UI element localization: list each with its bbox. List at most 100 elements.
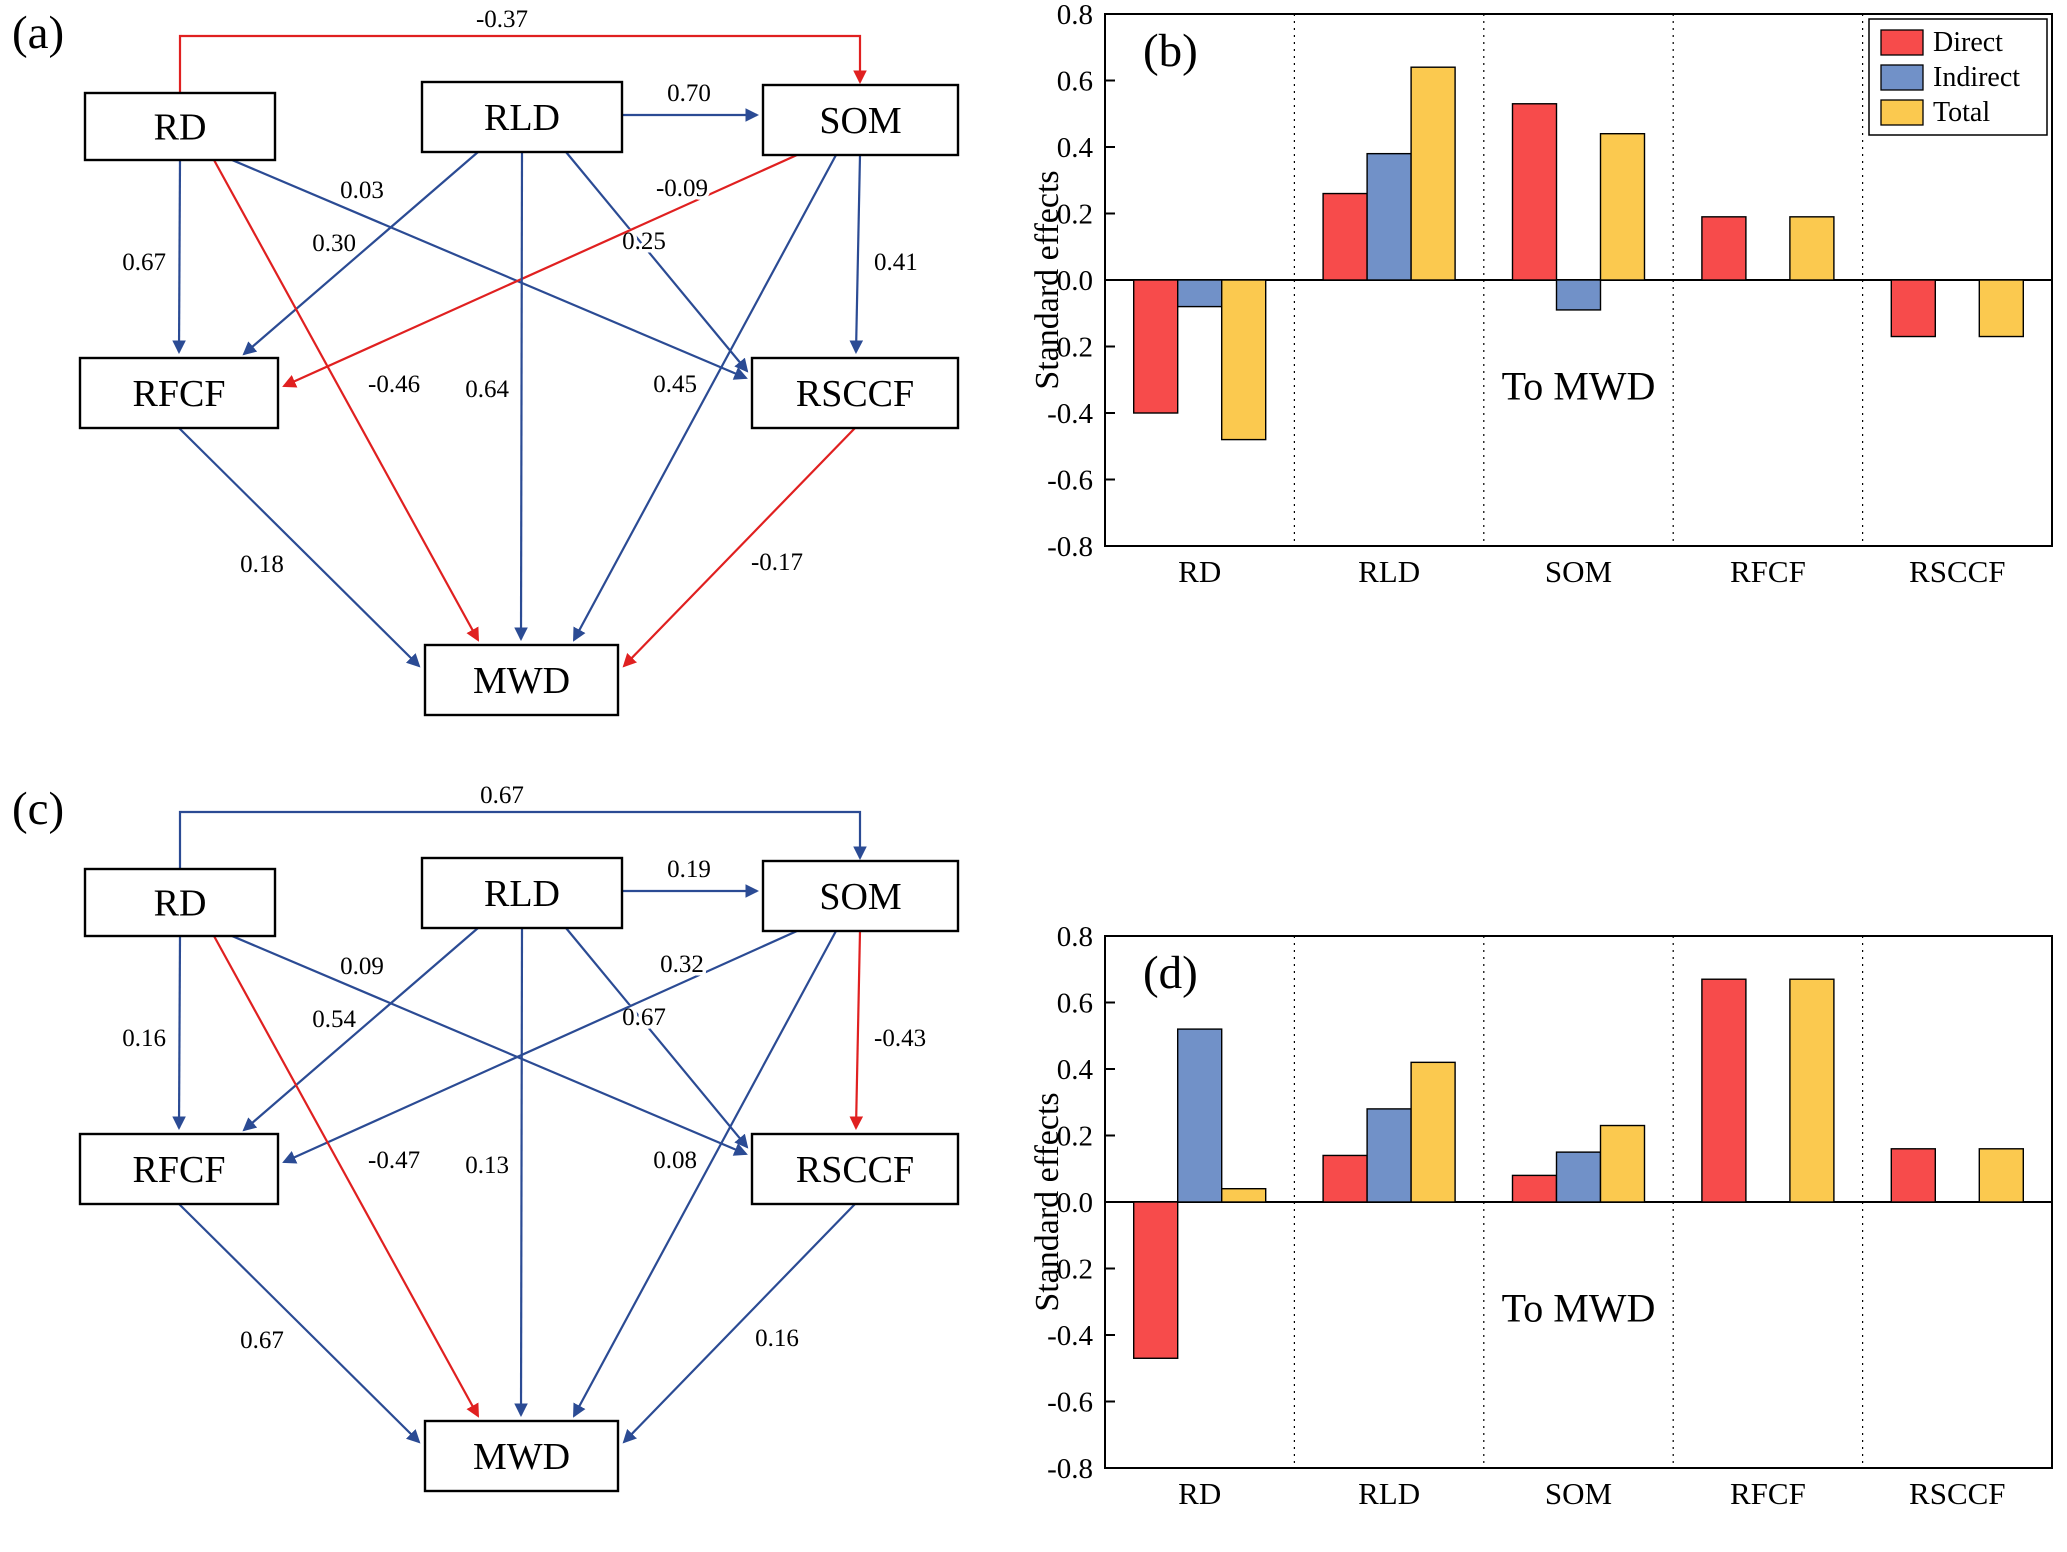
path-arrow-SOM-MWD (573, 930, 837, 1418)
path-arrow-SOM-RFCF (282, 153, 798, 388)
node-box-MWD (423, 1419, 620, 1493)
bar-total-RSCCF (1978, 279, 2024, 338)
coefficient-SOM-RFCF: 0.32 (660, 951, 704, 978)
bar-direct-RFCF (1701, 978, 1747, 1203)
bar-total-RD (1220, 279, 1267, 441)
path-arrow-RD-RSCCF (231, 934, 748, 1156)
path-arrow-RD-RFCF (172, 159, 186, 355)
node-box-RSCCF (750, 356, 960, 430)
coefficient-RSCCF-MWD: 0.16 (755, 1325, 799, 1352)
bar-indirect-RLD (1366, 1108, 1412, 1203)
node-label-RD: RD (154, 883, 207, 925)
node-box-RD (83, 867, 277, 938)
coefficient-RD-RFCF: 0.16 (122, 1025, 166, 1052)
path-arrow-RD-MWD (213, 935, 479, 1418)
bar-direct-RLD (1322, 192, 1368, 281)
coefficient-RD-RSCCF: 0.03 (340, 177, 384, 204)
bar-indirect-RD (1176, 279, 1223, 308)
bar-indirect-RLD (1366, 152, 1412, 281)
coefficient-RLD-MWD: 0.13 (465, 1152, 509, 1179)
bar-total-RD (1220, 1188, 1267, 1203)
y-tick-label: 0.6 (1057, 66, 1093, 98)
legend-label-indirect: Indirect (1933, 62, 2020, 93)
y-tick-label: 0.0 (1057, 1187, 1093, 1219)
bar-chart-d: 0.8 0.6 0.4 0.2 0.0 -0.2 -0.4 -0.6 -0.8 RD RLD SOM R… (1030, 776, 2067, 1552)
node-label-MWD: MWD (473, 660, 570, 702)
x-tick-label-SOM: SOM (1545, 1476, 1612, 1511)
bar-indirect-SOM (1555, 1151, 1602, 1203)
path-arrow-RFCF-MWD (178, 1203, 421, 1444)
y-axis-title: Standard effects (1030, 170, 1066, 389)
bar-indirect-SOM (1555, 279, 1602, 311)
coefficient-SOM-RSCCF: 0.41 (874, 249, 918, 276)
y-tick-label: -0.2 (1047, 332, 1093, 364)
y-tick-label: 0.2 (1057, 199, 1093, 231)
node-label-RFCF: RFCF (133, 373, 226, 415)
node-box-RFCF (78, 356, 280, 430)
path-arrow-RD-RFCF (172, 935, 186, 1131)
bar-direct-SOM (1511, 1174, 1558, 1203)
bar-direct-RSCCF (1890, 1148, 1936, 1203)
bar-indirect-RD (1176, 1028, 1223, 1203)
path-arrow-RLD-RSCCF (565, 151, 749, 373)
bar-direct-RSCCF (1890, 279, 1936, 338)
path-arrow-SOM-MWD (573, 154, 837, 642)
bar-total-RSCCF (1978, 1148, 2024, 1203)
legend-swatch-direct (1880, 29, 1924, 56)
path-arrow-RLD-RFCF (242, 927, 479, 1132)
path-arrow-SOM-RSCCF (849, 154, 864, 355)
node-label-RLD: RLD (484, 97, 560, 139)
coefficient-RLD-MWD: 0.64 (465, 376, 509, 403)
node-label-SOM: SOM (819, 100, 901, 142)
node-box-RLD (420, 80, 624, 154)
diagrams-column: (a) -0.37 0.70 0.67 0.03 0.30 0.25 -0.09 0.41 -0.… (0, 0, 1030, 1552)
y-tick-label: 0.4 (1057, 1054, 1094, 1086)
bar-total-RFCF (1789, 216, 1835, 281)
bar-total-RLD (1410, 66, 1456, 281)
node-box-RLD (420, 856, 624, 930)
coefficient-SOM-RFCF: -0.09 (656, 175, 708, 202)
annotation-to-mwd: To MWD (1502, 364, 1656, 409)
coefficient-RLD-RSCCF: 0.25 (622, 228, 666, 255)
legend-label-direct: Direct (1933, 27, 2003, 58)
path-arrow-RD-RSCCF (231, 158, 748, 380)
coefficient-RFCF-MWD: 0.67 (240, 1327, 284, 1354)
coefficient-RLD-RFCF: 0.54 (312, 1006, 356, 1033)
y-tick-label: -0.2 (1047, 1254, 1093, 1286)
node-box-RD (83, 91, 277, 162)
legend-label-total: Total (1933, 97, 1990, 128)
bar-direct-RD (1132, 279, 1179, 414)
node-label-RD: RD (154, 107, 207, 149)
bar-direct-RD (1132, 1201, 1179, 1359)
y-tick-label: -0.8 (1047, 1453, 1093, 1485)
x-tick-label-RD: RD (1178, 554, 1221, 589)
coefficient-SOM-RSCCF: -0.43 (874, 1025, 926, 1052)
path-diagram-c: (c) 0.67 0.19 0.16 0.09 0.54 0.67 0.32 -0.43 -0.4… (0, 776, 1030, 1552)
path-arrow-SOM-RFCF (282, 929, 798, 1164)
path-arrow-RLD-MWD (514, 927, 528, 1418)
x-tick-label-RSCCF: RSCCF (1909, 1476, 2006, 1511)
x-tick-label-RSCCF: RSCCF (1909, 554, 2006, 589)
coefficient-RD-SOM: -0.37 (476, 6, 528, 33)
path-arrow-RD-SOM (178, 34, 867, 93)
bar-direct-RFCF (1701, 216, 1747, 281)
coefficient-RFCF-MWD: 0.18 (240, 551, 284, 578)
coefficient-RLD-RFCF: 0.30 (312, 230, 356, 257)
node-label-RFCF: RFCF (133, 1149, 226, 1191)
path-arrow-RLD-RFCF (242, 151, 479, 356)
x-tick-label-RLD: RLD (1358, 554, 1420, 589)
bar-total-RLD (1410, 1061, 1456, 1203)
path-arrow-RSCCF-MWD (622, 427, 856, 668)
path-diagram-a: (a) -0.37 0.70 0.67 0.03 0.30 0.25 -0.09 0.41 -0.… (0, 0, 1030, 776)
coefficient-RD-SOM: 0.67 (480, 782, 524, 809)
coefficient-RD-MWD: -0.46 (368, 371, 420, 398)
annotation-to-mwd: To MWD (1502, 1286, 1656, 1331)
y-tick-label: 0.8 (1057, 921, 1093, 953)
coefficient-RD-MWD: -0.47 (368, 1147, 420, 1174)
node-box-SOM (761, 83, 960, 157)
x-tick-label-RLD: RLD (1358, 1476, 1420, 1511)
charts-column: 0.8 0.6 0.4 0.2 0.0 -0.2 -0.4 -0.6 -0.8 RD RLD SOM R… (1030, 0, 2067, 1552)
bar-direct-RLD (1322, 1154, 1368, 1203)
coefficient-RLD-SOM: 0.19 (667, 856, 711, 883)
